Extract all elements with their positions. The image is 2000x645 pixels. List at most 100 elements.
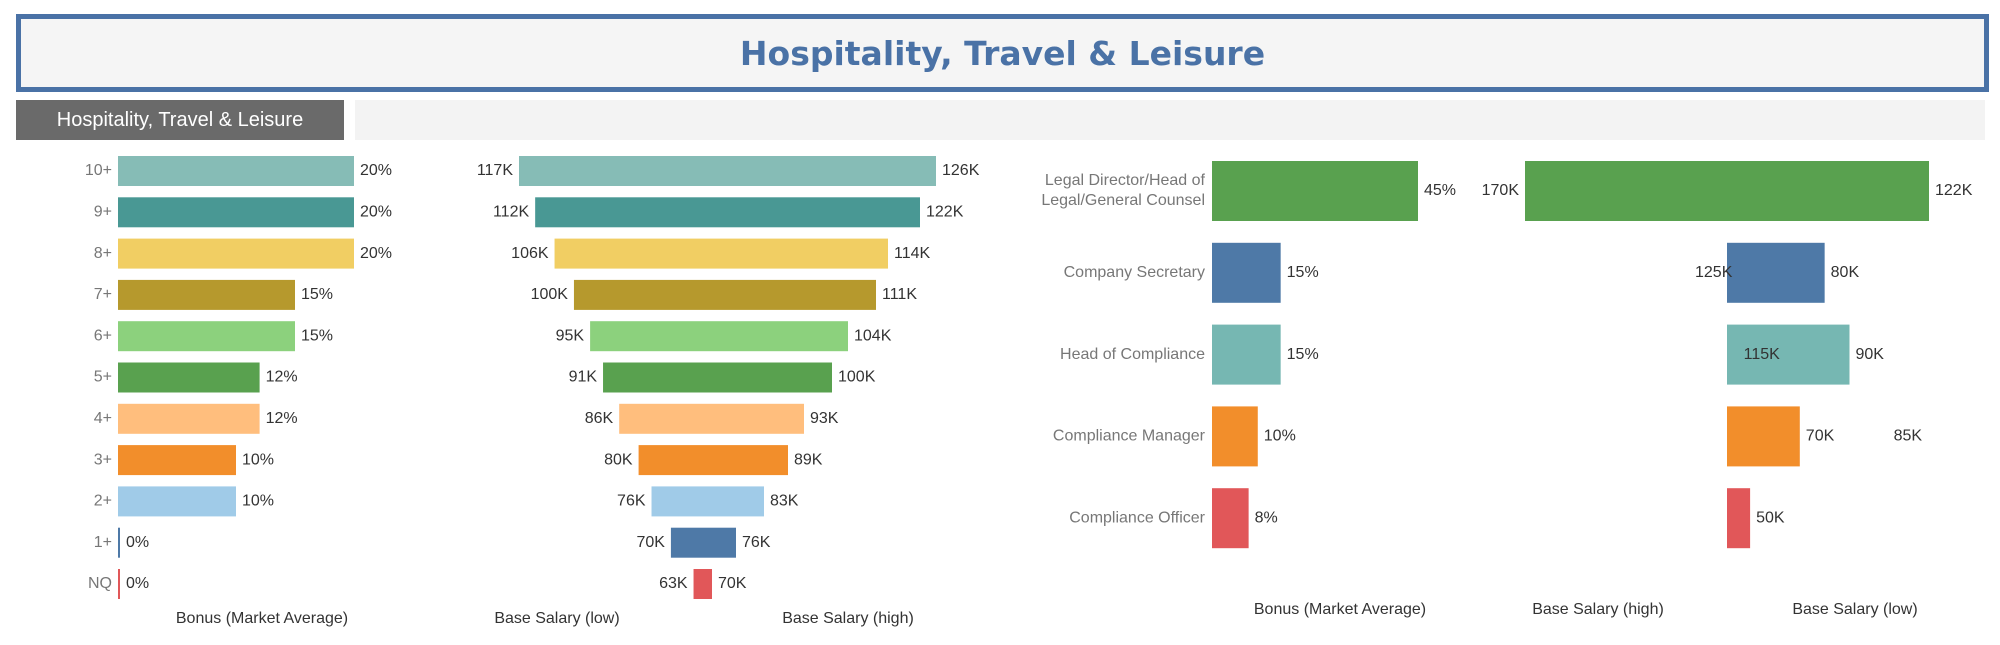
- bonus-bar: [118, 238, 354, 269]
- role-label: Compliance Manager: [1053, 428, 1206, 445]
- role-salary-low-label: 90K: [1855, 346, 1884, 363]
- salary-low-label: 70K: [636, 534, 665, 551]
- salary-low-bar: [590, 321, 700, 352]
- role-bonus-bar: [1212, 161, 1418, 221]
- role-bonus-bar: [1212, 242, 1281, 303]
- salary-high-label: 89K: [794, 451, 823, 468]
- role-bonus-value-label: 10%: [1264, 428, 1296, 445]
- bonus-value-label: 20%: [360, 245, 392, 262]
- bonus-bar: [118, 403, 260, 434]
- role-bonus-value-label: 45%: [1424, 182, 1456, 199]
- bonus-value-label: 0%: [126, 575, 149, 592]
- salary-low-label: 76K: [617, 493, 646, 510]
- role-salary-high-label: 115K: [1744, 346, 1781, 363]
- salary-low-label: 80K: [604, 451, 633, 468]
- salary-low-bar: [603, 362, 700, 393]
- category-label: NQ: [88, 575, 112, 592]
- role-salary-low-label: 80K: [1831, 264, 1860, 281]
- sector-tab[interactable]: Hospitality, Travel & Leisure: [16, 100, 344, 140]
- salary-high-label: 83K: [770, 493, 799, 510]
- salary-low-label: 86K: [585, 410, 614, 427]
- salary-high-bar: [700, 279, 876, 310]
- role-salary-high-label: 125K: [1695, 264, 1733, 281]
- x-axis-title-high: Base Salary (high): [782, 610, 914, 627]
- role-salary-low-bar: [1727, 161, 1929, 221]
- salary-high-bar: [700, 486, 764, 517]
- experience-salary-chart: 117K 126K 112K 122K 106K 114K 100K 111K 95K 104K 9…: [477, 156, 980, 627]
- salary-low-label: 112K: [493, 204, 530, 221]
- bonus-value-label: 0%: [126, 534, 149, 551]
- salary-high-bar: [700, 403, 804, 434]
- salary-high-bar: [700, 156, 936, 186]
- salary-high-label: 100K: [838, 369, 876, 386]
- salary-high-bar: [700, 321, 848, 352]
- role-salary-high-label: 85K: [1894, 428, 1923, 445]
- x-axis-title-low: Base Salary (low): [494, 610, 619, 627]
- bonus-value-label: 15%: [301, 327, 333, 344]
- bonus-value-label: 15%: [301, 286, 333, 303]
- x-axis-title: Bonus (Market Average): [1254, 601, 1426, 618]
- salary-low-bar: [638, 445, 700, 476]
- x-axis-title-left: Base Salary (high): [1532, 601, 1664, 618]
- salary-low-label: 100K: [531, 286, 569, 303]
- bonus-bar: [118, 321, 295, 352]
- salary-low-bar: [573, 279, 700, 310]
- x-axis-title-right: Base Salary (low): [1792, 601, 1917, 618]
- role-bonus-bar: [1212, 406, 1258, 467]
- role-bonus-bar: [1212, 324, 1281, 385]
- bonus-bar: [118, 362, 260, 393]
- bonus-bar: [118, 279, 295, 310]
- salary-high-bar: [700, 527, 736, 558]
- title-banner: Hospitality, Travel & Leisure: [16, 14, 1989, 92]
- salary-high-bar: [700, 362, 832, 393]
- category-label: 7+: [94, 286, 112, 303]
- salary-high-label: 93K: [810, 410, 839, 427]
- bonus-value-label: 10%: [242, 451, 274, 468]
- role-bonus-chart: Legal Director/Head of Legal/General Coun…: [1041, 161, 1456, 618]
- category-label: 6+: [94, 327, 112, 344]
- bonus-value-label: 12%: [266, 410, 298, 427]
- role-salary-chart: 170K122K125K80K115K90K85K70K60K50KBase S…: [1482, 161, 1973, 618]
- salary-low-bar: [651, 486, 700, 517]
- role-salary-low-label: 50K: [1756, 509, 1785, 526]
- x-axis-title: Bonus (Market Average): [176, 610, 348, 627]
- salary-high-bar: [700, 238, 888, 269]
- role-salary-low-bar: [1727, 406, 1800, 467]
- role-salary-low-bar: [1727, 324, 1850, 385]
- role-label: Company Secretary: [1064, 264, 1205, 281]
- role-bonus-value-label: 15%: [1287, 264, 1319, 281]
- category-label: 3+: [94, 451, 112, 468]
- bonus-value-label: 12%: [266, 369, 298, 386]
- salary-high-label: 111K: [882, 286, 917, 303]
- bonus-bar: [118, 445, 236, 476]
- salary-high-label: 126K: [942, 162, 980, 179]
- salary-low-label: 106K: [511, 245, 549, 262]
- bonus-bar: [118, 156, 354, 186]
- salary-high-bar: [700, 197, 920, 228]
- role-salary-high-label: 170K: [1482, 182, 1520, 199]
- role-label: Head of Compliance: [1060, 346, 1205, 363]
- category-label: 5+: [94, 369, 112, 386]
- role-label: Compliance Officer: [1069, 509, 1205, 526]
- bonus-bar: [118, 569, 120, 599]
- salary-low-label: 95K: [556, 327, 585, 344]
- salary-high-label: 122K: [926, 204, 964, 221]
- role-salary-low-label: 122K: [1935, 182, 1973, 199]
- role-label: Legal Director/Head of: [1045, 172, 1206, 189]
- salary-high-label: 70K: [718, 575, 747, 592]
- salary-low-bar: [519, 156, 700, 186]
- page-title: Hospitality, Travel & Leisure: [739, 33, 1266, 73]
- salary-low-bar: [619, 403, 700, 434]
- category-label: 10+: [85, 162, 112, 179]
- bonus-bar: [118, 527, 120, 558]
- salary-high-label: 76K: [742, 534, 771, 551]
- role-salary-high-bar: [1525, 161, 1727, 221]
- salary-high-label: 104K: [854, 327, 892, 344]
- category-label: 1+: [94, 534, 112, 551]
- salary-low-bar: [693, 569, 700, 599]
- category-label: 4+: [94, 410, 112, 427]
- bonus-value-label: 10%: [242, 493, 274, 510]
- category-label: 9+: [94, 204, 112, 221]
- salary-low-bar: [670, 527, 700, 558]
